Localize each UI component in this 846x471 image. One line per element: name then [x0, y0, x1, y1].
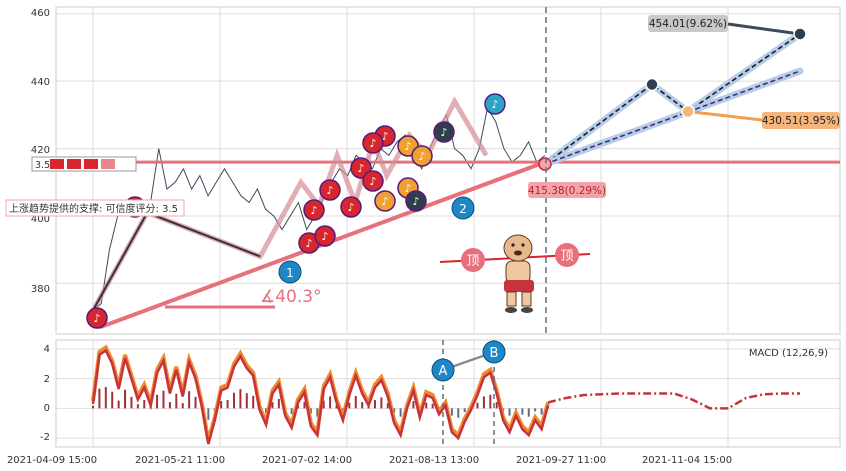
svg-text:顶: 顶 — [466, 254, 479, 269]
wave-marker-2: 2 — [451, 196, 475, 220]
svg-text:1: 1 — [286, 266, 294, 280]
target-low-label: 430.51(3.95%) — [762, 115, 840, 127]
note-glyph-17: ♪ — [491, 98, 498, 111]
current-callout: 415.38(0.29%) — [528, 182, 606, 198]
note-glyph-8: ♪ — [369, 175, 376, 188]
note-marker-17 — [484, 93, 506, 115]
x-tick-5: 2021-11-04 15:00 — [642, 455, 732, 466]
macd-y-tick--2: -2 — [40, 432, 50, 443]
note-glyph-7: ♪ — [357, 162, 364, 175]
price-panel — [55, 6, 841, 335]
target-high-point — [793, 27, 807, 41]
macd-line — [91, 348, 550, 445]
x-tick-1: 2021-05-21 11:00 — [135, 455, 225, 466]
projection-peak-point — [645, 77, 659, 92]
note-glyph-0: ♪ — [93, 312, 100, 325]
note-marker-8 — [362, 170, 384, 192]
note-marker-16 — [405, 190, 427, 212]
x-tick-2: 2021-07-02 14:00 — [262, 455, 352, 466]
note-glyph-11: ♪ — [381, 195, 388, 208]
note-glyph-4: ♪ — [310, 204, 317, 217]
mascot-dog-illustration — [503, 234, 534, 313]
note-glyph-14: ♪ — [404, 182, 411, 195]
note-glyph-9: ♪ — [381, 130, 388, 143]
note-marker-15 — [433, 121, 455, 143]
resistance-callout: 3.5 — [31, 156, 137, 172]
macd-y-tick-4: 4 — [44, 344, 50, 355]
note-marker-3 — [314, 225, 336, 247]
target-high-callout: 454.01(9.62%) — [648, 15, 728, 32]
target-low-leader — [687, 110, 763, 122]
note-marker-6 — [340, 196, 362, 218]
top-marker-right: 顶 — [555, 243, 579, 267]
note-glyph-6: ♪ — [347, 201, 354, 214]
macd-y-tick-0: 0 — [44, 403, 50, 414]
macd-title: MACD (12,26,9) — [749, 348, 828, 359]
grid — [56, 7, 840, 447]
target-high-label: 454.01(9.62%) — [649, 18, 727, 30]
target-low-callout: 430.51(3.95%) — [762, 112, 840, 129]
svg-text:顶: 顶 — [560, 249, 573, 264]
note-glyph-2: ♪ — [305, 237, 312, 250]
note-glyph-15: ♪ — [440, 126, 447, 139]
note-glyph-13: ♪ — [418, 150, 425, 163]
current-point — [538, 157, 552, 171]
support-callout: 上涨趋势提供的支撑: 可信度评分: 3.5 — [5, 199, 185, 217]
note-glyph-10: ♪ — [369, 137, 376, 150]
x-tick-3: 2021-08-13 13:00 — [389, 455, 479, 466]
top-marker-left: 顶 — [461, 248, 485, 272]
note-glyph-3: ♪ — [321, 230, 328, 243]
note-glyph-12: ♪ — [404, 140, 411, 153]
target-low-point — [681, 104, 695, 119]
svg-text:2: 2 — [459, 202, 467, 216]
svg-text:A: A — [439, 364, 448, 379]
y-tick-440: 440 — [31, 77, 50, 88]
macd-series — [91, 340, 800, 447]
overlays: ♪♪♪♪♪♪♪♪♪♪♪♪♪♪♪♪♪♪ — [56, 7, 840, 334]
macd-y-tick-2: 2 — [44, 374, 50, 385]
note-marker-13 — [411, 145, 433, 167]
note-marker-4 — [303, 199, 325, 221]
support-label: 上涨趋势提供的支撑: 可信度评分: 3.5 — [9, 202, 178, 215]
x-tick-4: 2021-09-27 11:00 — [516, 455, 606, 466]
svg-text:B: B — [490, 346, 499, 361]
macd-marker-b: B — [482, 340, 506, 364]
note-glyph-5: ♪ — [326, 184, 333, 197]
resistance-score: 3.5 — [35, 160, 50, 171]
current-label: 415.38(0.29%) — [528, 185, 606, 197]
macd-panel — [55, 339, 841, 448]
angle-label: ∡40.3° — [260, 287, 322, 307]
y-tick-420: 420 — [31, 145, 50, 156]
projection-line-0 — [544, 33, 801, 165]
note-marker-0 — [86, 307, 108, 329]
x-tick-0: 2021-04-09 15:00 — [7, 455, 97, 466]
y-tick-460: 460 — [31, 8, 50, 19]
y-tick-400: 400 — [31, 214, 50, 225]
note-marker-5 — [319, 179, 341, 201]
note-marker-10 — [362, 132, 384, 154]
note-glyph-16: ♪ — [412, 195, 419, 208]
y-tick-380: 380 — [31, 284, 50, 295]
wave-marker-1: 1 — [278, 260, 302, 284]
macd-marker-a: A — [431, 358, 455, 382]
target-high-leader — [727, 22, 801, 36]
note-marker-11 — [374, 190, 396, 212]
projection-line-1 — [544, 70, 801, 165]
